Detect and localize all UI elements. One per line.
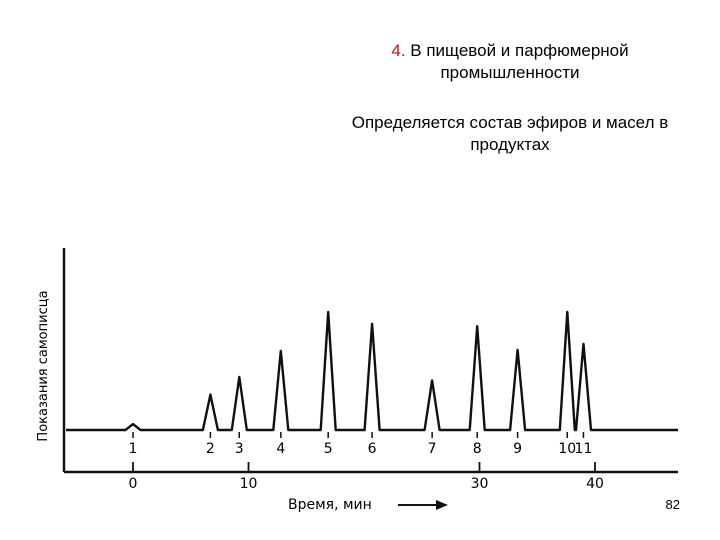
heading-number: 4. [391,41,406,60]
peak-label-11: 11 [575,441,593,457]
time-tick-label-10: 10 [240,476,258,492]
heading-text: В пищевой и парфюмерной промышленности [410,41,629,82]
slide-heading: 4. В пищевой и парфюмерной промышленност… [330,40,690,84]
slide-body-text: Определяется состав эфиров и масел в про… [351,113,669,154]
peak-label-2: 2 [206,441,215,457]
peak-label-4: 4 [276,441,285,457]
chromatogram-trace [66,310,678,432]
peak-label-9: 9 [513,441,522,457]
peak-label-7: 7 [428,441,437,457]
peak-label-6: 6 [368,441,377,457]
peak-label-8: 8 [473,441,482,457]
time-tick-label-0: 0 [129,476,138,492]
time-arrow-icon [398,500,448,510]
time-ticks: 0 10 30 40 [129,462,604,492]
peak-label-3: 3 [235,441,244,457]
peak-label-5: 5 [324,441,333,457]
peak-markers [132,432,585,438]
y-axis-label: Показания самописца [36,290,51,441]
time-tick-label-40: 40 [586,476,604,492]
peak-label-1: 1 [129,441,138,457]
page-number: 82 [665,497,680,512]
x-axis-label: Время, мин [288,497,372,513]
time-tick-label-30: 30 [471,476,489,492]
peak-label-10: 10 [558,441,576,457]
